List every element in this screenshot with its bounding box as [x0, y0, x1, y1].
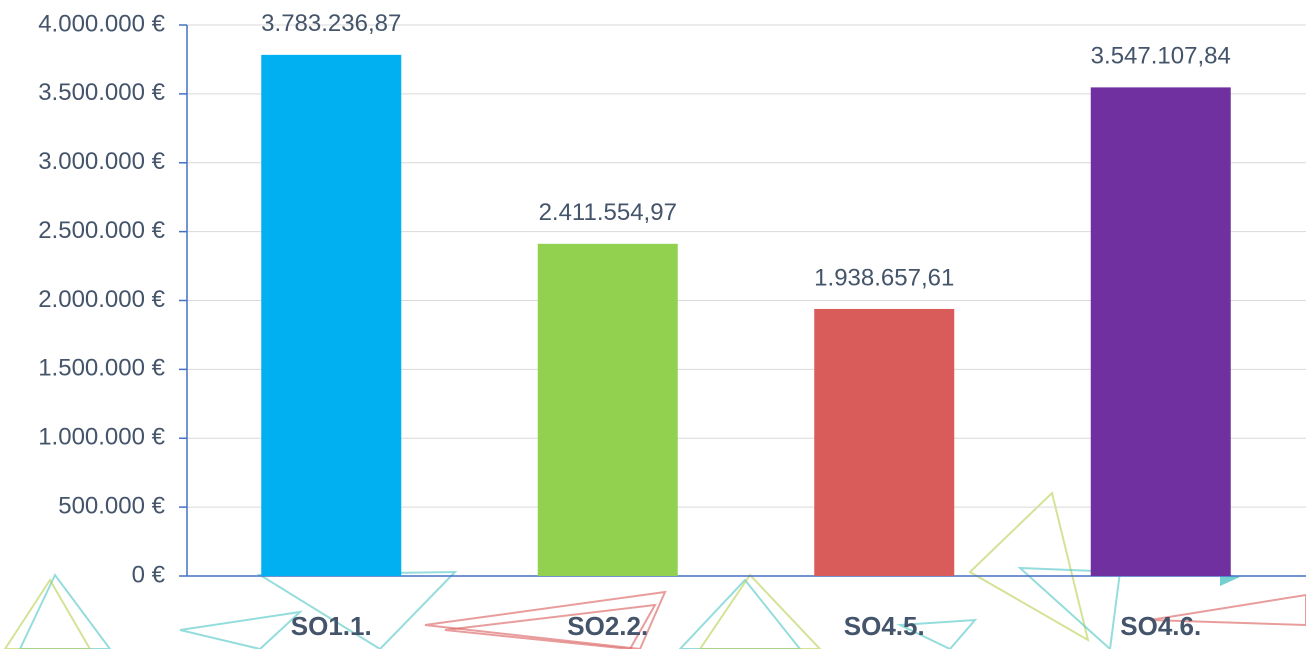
y-tick-label: 3.000.000 €	[38, 148, 165, 175]
chart: 0 € 500.000 € 1.000.000 € 1.500.000 € 2.000.…	[0, 0, 1306, 649]
y-tick-label: 2.000.000 €	[38, 286, 165, 313]
y-tick-label: 3.500.000 €	[38, 79, 165, 106]
y-tick-label: 500.000 €	[58, 492, 165, 519]
y-tick-label: 4.000.000 €	[38, 10, 165, 37]
data-label: 3.547.107,84	[1091, 43, 1231, 70]
y-tick-label: 1.000.000 €	[38, 424, 165, 451]
data-label: 3.783.236,87	[261, 10, 401, 37]
bar	[261, 55, 401, 576]
y-tick-label: 0 €	[132, 561, 166, 588]
bar	[1091, 87, 1231, 576]
data-label: 2.411.554,97	[539, 199, 677, 226]
bar	[538, 244, 678, 576]
x-tick-label: SO4.5.	[844, 611, 925, 641]
x-tick-label: SO1.1.	[291, 611, 372, 641]
x-tick-label: SO2.2.	[567, 611, 648, 641]
y-tick-label: 1.500.000 €	[38, 355, 165, 382]
bar	[814, 309, 954, 576]
data-label: 1.938.657,61	[814, 264, 954, 291]
x-tick-label: SO4.6.	[1120, 611, 1201, 641]
y-tick-label: 2.500.000 €	[38, 217, 165, 244]
